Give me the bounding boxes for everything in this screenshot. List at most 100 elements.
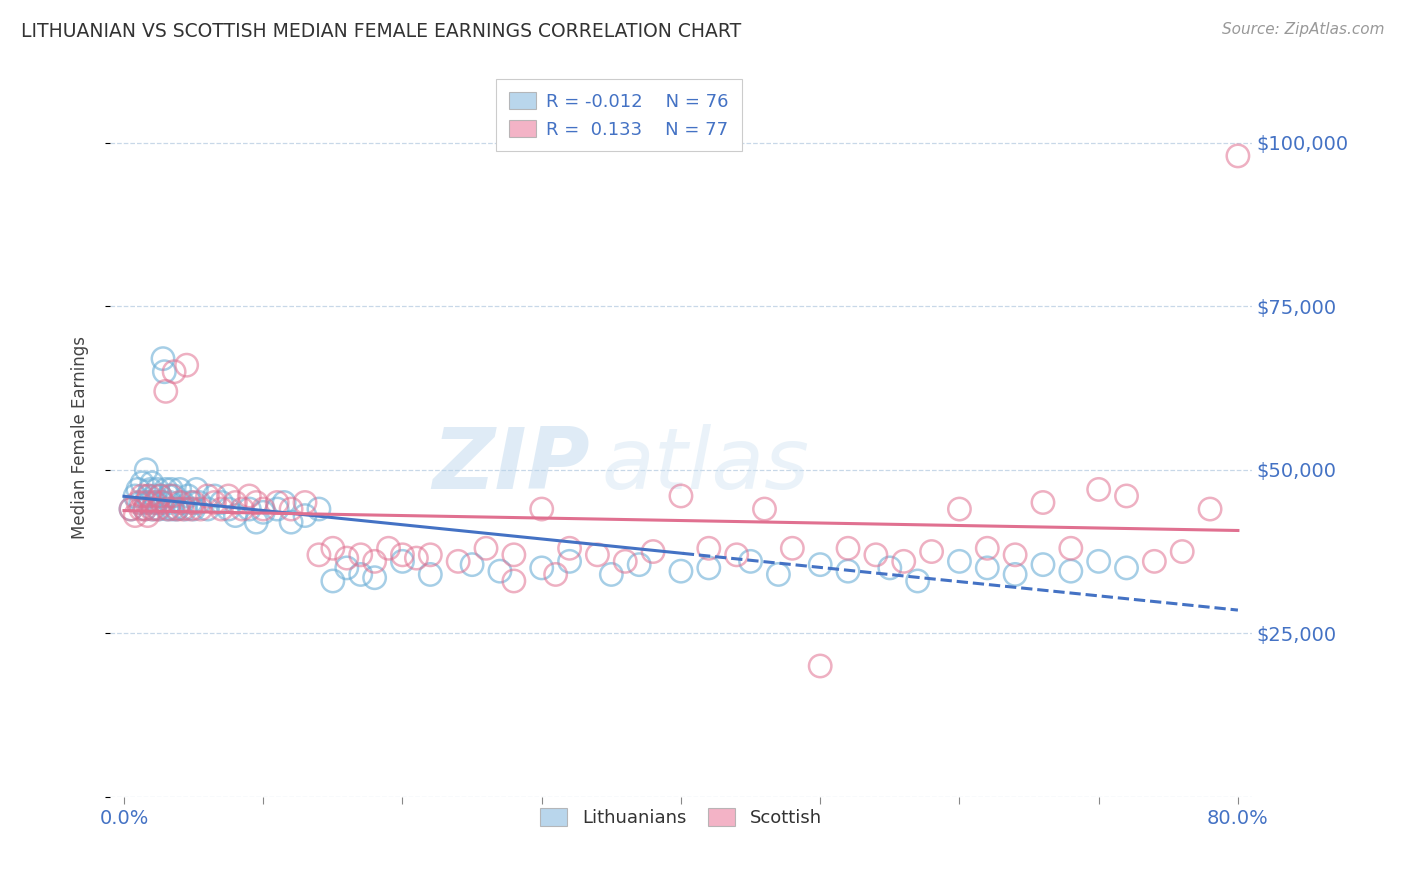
Point: [754, 502, 776, 516]
Point: [643, 544, 665, 558]
Point: [1060, 564, 1083, 578]
Point: [1226, 149, 1249, 163]
Point: [162, 502, 184, 516]
Point: [172, 502, 194, 516]
Point: [740, 554, 762, 568]
Point: [350, 548, 373, 562]
Point: [183, 502, 205, 516]
Point: [280, 515, 302, 529]
Point: [1032, 495, 1054, 509]
Point: [136, 489, 159, 503]
Point: [204, 495, 226, 509]
Point: [447, 554, 470, 568]
Point: [172, 495, 194, 509]
Point: [322, 541, 344, 556]
Point: [180, 495, 202, 509]
Point: [530, 502, 553, 516]
Point: [131, 489, 153, 503]
Point: [160, 483, 183, 497]
Point: [614, 554, 637, 568]
Point: [628, 558, 651, 572]
Point: [155, 384, 177, 399]
Point: [405, 551, 427, 566]
Point: [363, 571, 385, 585]
Point: [211, 495, 233, 509]
Point: [141, 475, 163, 490]
Point: [865, 548, 887, 562]
Point: [238, 502, 260, 516]
Point: [600, 567, 623, 582]
Point: [169, 483, 191, 497]
Point: [211, 502, 233, 516]
Point: [152, 495, 174, 509]
Point: [176, 358, 198, 372]
Point: [1032, 558, 1054, 572]
Point: [134, 502, 156, 516]
Point: [419, 567, 441, 582]
Point: [350, 567, 373, 582]
Point: [322, 574, 344, 588]
Point: [177, 489, 200, 503]
Text: LITHUANIAN VS SCOTTISH MEDIAN FEMALE EARNINGS CORRELATION CHART: LITHUANIAN VS SCOTTISH MEDIAN FEMALE EAR…: [21, 22, 741, 41]
Point: [163, 365, 186, 379]
Point: [129, 495, 152, 509]
Point: [893, 554, 915, 568]
Point: [475, 541, 498, 556]
Point: [921, 544, 943, 558]
Point: [363, 554, 385, 568]
Point: [224, 508, 246, 523]
Point: [238, 489, 260, 503]
Point: [544, 567, 567, 582]
Point: [163, 489, 186, 503]
Point: [1115, 561, 1137, 575]
Point: [146, 502, 169, 516]
Point: [669, 489, 692, 503]
Point: [252, 505, 274, 519]
Point: [391, 548, 413, 562]
Point: [131, 475, 153, 490]
Text: Source: ZipAtlas.com: Source: ZipAtlas.com: [1222, 22, 1385, 37]
Point: [252, 502, 274, 516]
Point: [308, 502, 330, 516]
Point: [1115, 489, 1137, 503]
Point: [152, 351, 174, 366]
Point: [142, 502, 165, 516]
Point: [948, 554, 970, 568]
Point: [976, 561, 998, 575]
Point: [129, 502, 152, 516]
Point: [149, 489, 172, 503]
Point: [197, 489, 219, 503]
Point: [166, 502, 188, 516]
Point: [782, 541, 804, 556]
Point: [669, 564, 692, 578]
Point: [180, 502, 202, 516]
Point: [280, 502, 302, 516]
Point: [157, 489, 180, 503]
Point: [558, 554, 581, 568]
Point: [245, 515, 267, 529]
Point: [149, 489, 172, 503]
Text: atlas: atlas: [600, 425, 808, 508]
Point: [146, 483, 169, 497]
Point: [169, 495, 191, 509]
Point: [948, 502, 970, 516]
Point: [160, 489, 183, 503]
Point: [134, 502, 156, 516]
Point: [837, 541, 859, 556]
Point: [124, 508, 146, 523]
Point: [139, 483, 162, 497]
Point: [136, 508, 159, 523]
Point: [725, 548, 748, 562]
Point: [1004, 567, 1026, 582]
Point: [141, 502, 163, 516]
Point: [1060, 541, 1083, 556]
Point: [266, 495, 288, 509]
Point: [336, 551, 359, 566]
Point: [120, 502, 142, 516]
Point: [135, 463, 157, 477]
Point: [231, 502, 253, 516]
Point: [138, 489, 160, 503]
Point: [808, 659, 831, 673]
Point: [308, 548, 330, 562]
Point: [294, 495, 316, 509]
